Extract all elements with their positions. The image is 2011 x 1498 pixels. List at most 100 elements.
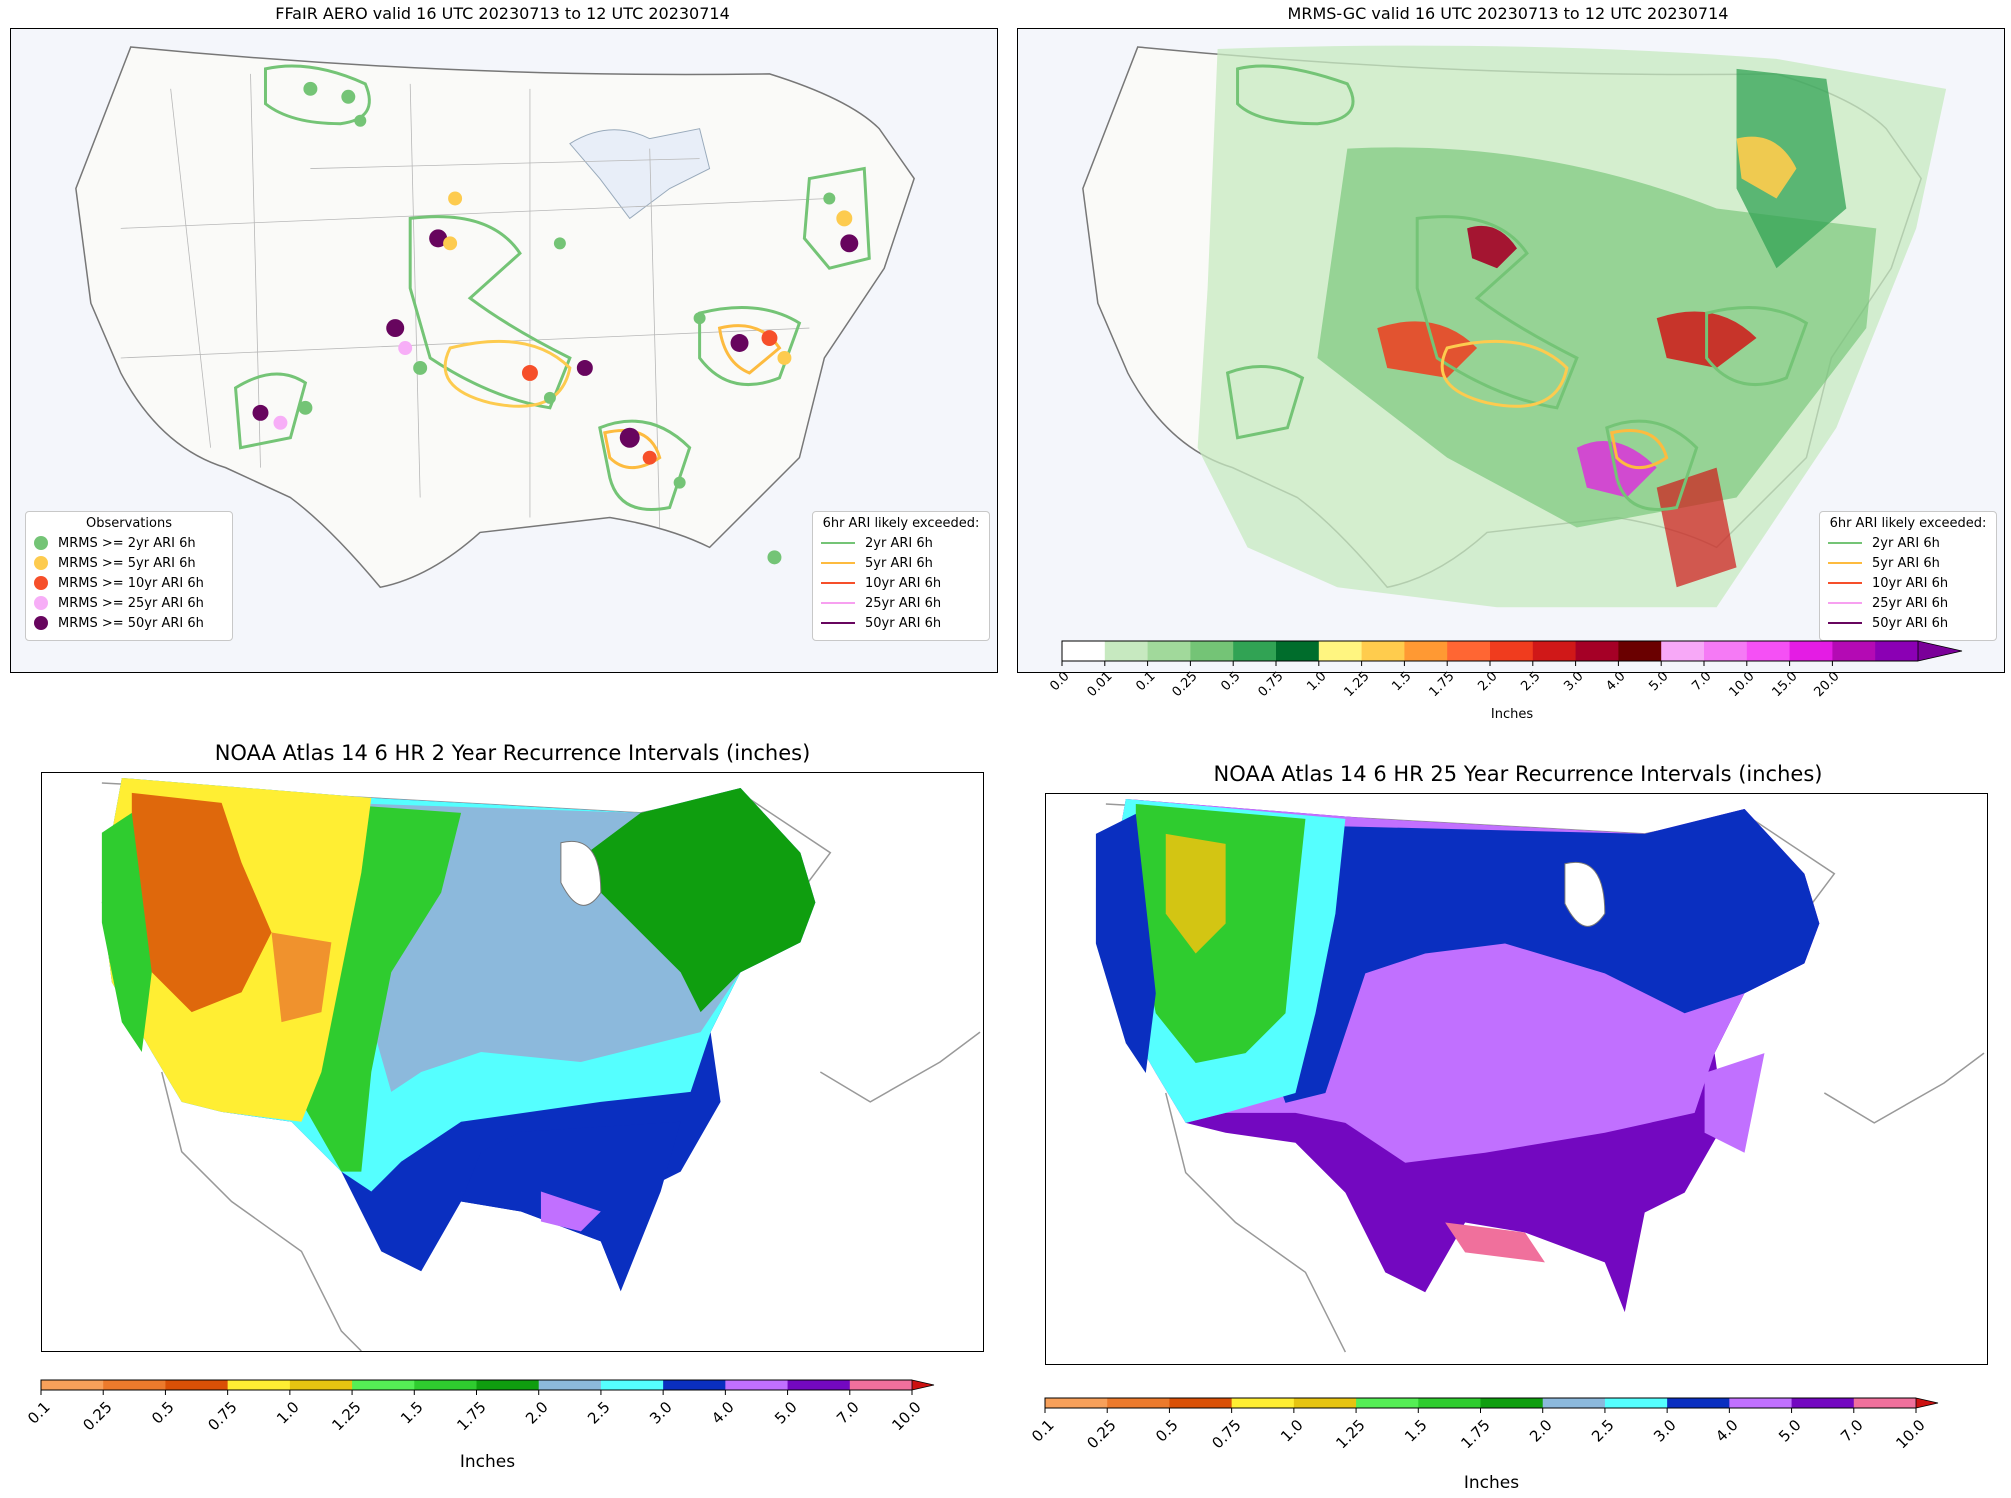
colorbar-segment [352, 1380, 415, 1390]
ari-contours [233, 64, 871, 511]
colorbar-tick-label: 1.25 [328, 1398, 365, 1435]
colorbar-segment [227, 1380, 291, 1390]
colorbar-segment [1490, 641, 1534, 661]
state-lines [120, 73, 830, 528]
colorbar-segment [1045, 1398, 1108, 1408]
atlas2-colorbar: Inches 0.1 0.25 0.5 0.75 1.0 1.25 1.5 1.75 2.0 2.… [24, 1379, 961, 1480]
obs-legend-item: MRMS >= 25yr ARI 6h [34, 593, 224, 613]
colorbar-segment [1604, 1398, 1668, 1408]
colorbar-segment [1318, 641, 1363, 661]
mrms-map: 6hr ARI likely exceeded: 2yr ARI 6h 5yr … [1017, 28, 2005, 673]
colorbar-segment [103, 1380, 166, 1390]
observations-legend-title: Observations [86, 516, 172, 531]
atlas25-colorbar: Inches 0.1 0.25 0.5 0.75 1.0 1.25 1.5 1.75 2.0 2.… [1028, 1397, 1965, 1498]
ari-legend-item: 10yr ARI 6h [1828, 573, 1988, 593]
colorbar-extend-arrow [1917, 640, 1963, 662]
atlas2-title: NOAA Atlas 14 6 HR 2 Year Recurrence Int… [214, 741, 811, 765]
colorbar-tick-label: 2.0 [1525, 1416, 1556, 1446]
precip-field [1197, 45, 1947, 608]
colorbar-extend-arrow [1915, 1397, 1939, 1409]
colorbar-segment [1832, 641, 1876, 661]
mrms-ari-legend: 6hr ARI likely exceeded: 2yr ARI 6h 5yr … [1819, 511, 1997, 641]
obs-legend-item: MRMS >= 5yr ARI 6h [34, 553, 224, 573]
atlas2-map [41, 772, 984, 1352]
colorbar-tick-label: 3.0 [646, 1398, 676, 1428]
colorbar-tick-label: 1.0 [272, 1398, 303, 1428]
colorbar-tick-label: 2.5 [584, 1398, 614, 1428]
colorbar-tick-label: 1.25 [1332, 1416, 1369, 1453]
colorbar-tick-label: 0.75 [1208, 1416, 1245, 1453]
colorbar-segment [1704, 641, 1748, 661]
colorbar-tick-label: 2.0 [521, 1398, 552, 1428]
colorbar-segment [1190, 641, 1234, 661]
colorbar-segment [1447, 641, 1491, 661]
ffair-map-graphic [11, 29, 997, 672]
colorbar-segment [1404, 641, 1448, 661]
mrms-ari-contours [1225, 64, 1809, 511]
colorbar-segment [1667, 1398, 1730, 1408]
observations-legend: Observations MRMS >= 2yr ARI 6h MRMS >= … [25, 511, 233, 641]
ffair-panel: FFaIR AERO valid 16 UTC 20230713 to 12 U… [0, 0, 1005, 690]
colorbar-segment [1746, 641, 1791, 661]
ari-legend-item: 50yr ARI 6h [1828, 613, 1988, 633]
mrms-colorbar: Inches 0.0 0.01 0.1 0.25 0.5 0.75 1.0 1.25 1.5 1.… [1047, 640, 1982, 731]
colorbar-tick-label: 7.0 [1836, 1416, 1867, 1446]
ffair-ari-legend: 6hr ARI likely exceeded: 2yr ARI 6h 5yr … [812, 511, 990, 641]
atlas2-map-graphic [101, 777, 981, 1351]
colorbar-segment [600, 1380, 664, 1390]
atlas25-map-graphic [1095, 798, 1985, 1353]
colorbar-tick-label: 1.0 [1276, 1416, 1307, 1446]
mrms-map-graphic [1082, 45, 1947, 608]
ari-legend-item: 5yr ARI 6h [1828, 553, 1988, 573]
colorbar-segment [1361, 641, 1405, 661]
colorbar-tick-label: 1.75 [1456, 1416, 1494, 1453]
colorbar-segment [1104, 641, 1149, 661]
ffair-title: FFaIR AERO valid 16 UTC 20230713 to 12 U… [275, 4, 730, 23]
colorbar-tick-label: 1.75 [452, 1398, 490, 1435]
colorbar-segment [1356, 1398, 1419, 1408]
colorbar-tick-label: 4.0 [708, 1398, 739, 1428]
colorbar-segment [1542, 1398, 1606, 1408]
colorbar-segment [1233, 641, 1277, 661]
colorbar-segment [538, 1380, 602, 1390]
colorbar-tick-label: 7.0 [832, 1398, 863, 1428]
colorbar-segment [165, 1380, 229, 1390]
colorbar-segment [476, 1380, 540, 1390]
colorbar-segment [1231, 1398, 1295, 1408]
colorbar-tick-label: 1.5 [1401, 1416, 1432, 1446]
colorbar-segment [1661, 641, 1705, 661]
colorbar-segment [1532, 641, 1577, 661]
colorbar-segment [1418, 1398, 1481, 1408]
colorbar-extend-arrow [911, 1379, 935, 1391]
mrms-ari-legend-title: 6hr ARI likely exceeded: [1829, 516, 1987, 531]
colorbar-segment [1147, 641, 1191, 661]
atlas25-colorbar-label: Inches [1463, 1473, 1520, 1493]
colorbar-tick-label: 5.0 [1774, 1416, 1805, 1446]
atlas2-panel: NOAA Atlas 14 6 HR 2 Year Recurrence Int… [0, 735, 1005, 1483]
colorbar-segment [1575, 641, 1619, 661]
colorbar-graphic [1044, 1397, 1939, 1413]
colorbar-segment [1062, 641, 1106, 661]
colorbar-segment [289, 1380, 353, 1390]
colorbar-tick-label: 3.0 [1650, 1416, 1680, 1446]
colorbar-tick-label: 10.0 [1892, 1416, 1929, 1453]
colorbar-graphic [40, 1379, 935, 1395]
atlas25-panel: NOAA Atlas 14 6 HR 25 Year Recurrence In… [1005, 735, 2011, 1493]
colorbar-segment [1293, 1398, 1357, 1408]
colorbar-segment [1169, 1398, 1233, 1408]
colorbar-segment [1791, 1398, 1855, 1408]
obs-legend-item: MRMS >= 2yr ARI 6h [34, 533, 224, 553]
colorbar-tick-label: 0.75 [204, 1398, 241, 1435]
ffair-map: Observations MRMS >= 2yr ARI 6h MRMS >= … [10, 28, 998, 673]
colorbar-segment [414, 1380, 477, 1390]
colorbar-segment [1875, 641, 1919, 661]
colorbar-tick-label: 5.0 [770, 1398, 801, 1428]
colorbar-tick-label: 0.1 [24, 1398, 54, 1428]
colorbar-tick-label: 0.5 [148, 1398, 179, 1428]
colorbar-segment [849, 1380, 913, 1390]
colorbar-segment [663, 1380, 726, 1390]
ari-legend-item: 25yr ARI 6h [1828, 593, 1988, 613]
ari-legend-item: 50yr ARI 6h [821, 613, 981, 633]
colorbar-tick-label: 2.5 [1588, 1416, 1618, 1446]
colorbar-tick-label: 1.5 [397, 1398, 428, 1428]
